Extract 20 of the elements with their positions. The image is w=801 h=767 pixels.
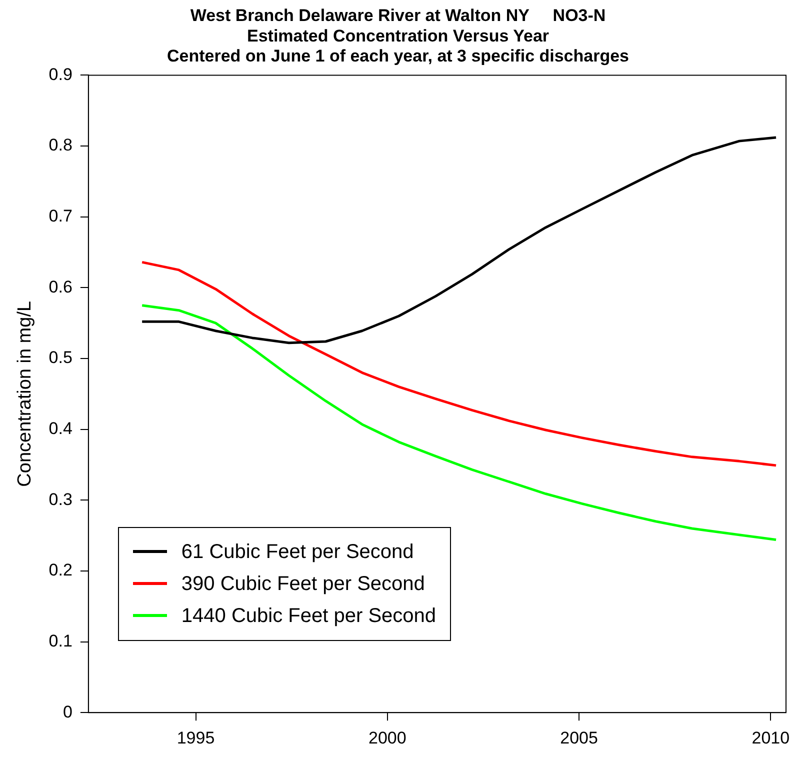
y-axis-title: Concentration in mg/L [14,300,36,487]
y-tick-label: 0.1 [48,631,72,650]
y-tick-label: 0.9 [48,64,72,84]
legend-label: 1440 Cubic Feet per Second [181,604,436,629]
x-tick-label: 2000 [368,728,406,748]
y-tick-label: 0.2 [48,560,72,580]
y-tick-label: 0.4 [48,419,72,438]
y-tick-label: 0.7 [48,206,72,226]
y-tick-label: 0.8 [48,136,72,155]
chart-subtitle: Estimated Concentration Versus Year Centered on June 1 of each year, at 3 specific discharges [166,26,630,66]
legend-label: 61 Cubic Feet per Second [181,540,414,565]
x-tick-label: 2010 [752,728,790,748]
y-tick-label: 0.6 [48,277,72,296]
y-tick-label: 0 [62,702,72,722]
x-tick-label: 2005 [560,728,598,748]
chart-title: West Branch Delaware River at Walton NY NO3-N [190,6,606,25]
x-tick-label: 1995 [176,728,215,748]
legend-label: 390 Cubic Feet per Second [181,572,425,597]
y-tick-label: 0.3 [48,490,72,509]
y-tick-label: 0.5 [48,348,72,368]
